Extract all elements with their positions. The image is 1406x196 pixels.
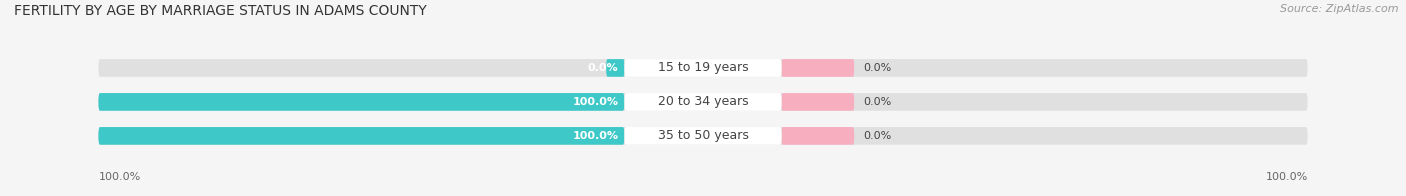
FancyBboxPatch shape <box>98 93 624 111</box>
FancyBboxPatch shape <box>98 127 1308 145</box>
Text: 0.0%: 0.0% <box>863 131 891 141</box>
FancyBboxPatch shape <box>782 93 855 111</box>
FancyBboxPatch shape <box>98 93 1308 111</box>
Text: 20 to 34 years: 20 to 34 years <box>658 95 748 108</box>
Text: 100.0%: 100.0% <box>1265 172 1308 182</box>
FancyBboxPatch shape <box>98 127 624 145</box>
FancyBboxPatch shape <box>624 93 782 111</box>
Text: 15 to 19 years: 15 to 19 years <box>658 62 748 74</box>
Text: FERTILITY BY AGE BY MARRIAGE STATUS IN ADAMS COUNTY: FERTILITY BY AGE BY MARRIAGE STATUS IN A… <box>14 4 427 18</box>
FancyBboxPatch shape <box>782 59 855 77</box>
Text: 100.0%: 100.0% <box>572 131 619 141</box>
FancyBboxPatch shape <box>624 127 782 145</box>
Text: 0.0%: 0.0% <box>588 63 619 73</box>
FancyBboxPatch shape <box>98 59 1308 77</box>
Text: 100.0%: 100.0% <box>98 172 141 182</box>
FancyBboxPatch shape <box>782 127 855 145</box>
Text: 35 to 50 years: 35 to 50 years <box>658 129 748 142</box>
Text: Source: ZipAtlas.com: Source: ZipAtlas.com <box>1281 4 1399 14</box>
Text: 100.0%: 100.0% <box>572 97 619 107</box>
FancyBboxPatch shape <box>606 59 624 77</box>
FancyBboxPatch shape <box>624 59 782 77</box>
Text: 0.0%: 0.0% <box>863 97 891 107</box>
Text: 0.0%: 0.0% <box>863 63 891 73</box>
